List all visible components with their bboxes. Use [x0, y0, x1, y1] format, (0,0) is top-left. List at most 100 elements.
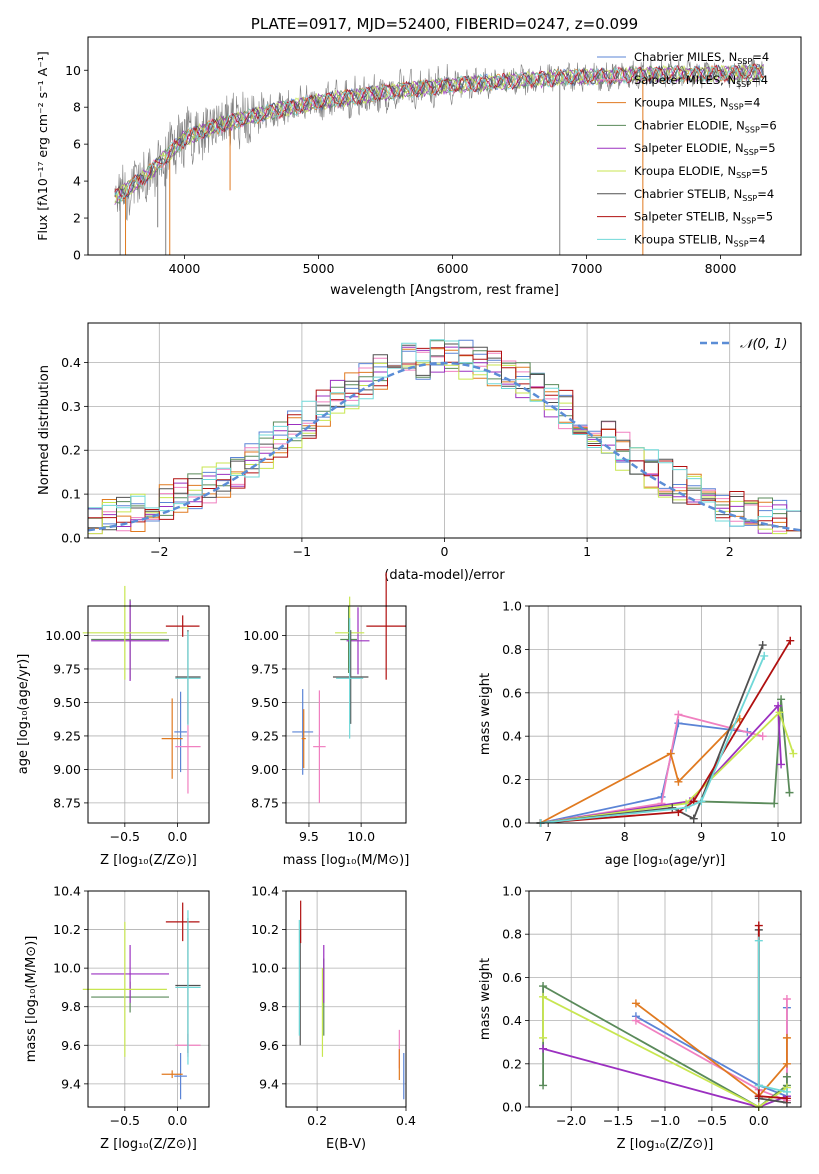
age-mass-xlabel: mass [log₁₀(M/M⊙)] [283, 853, 410, 868]
x-tick-label: −0.5 [110, 1113, 140, 1128]
weight-point-chabrier-elodie [777, 695, 786, 704]
x-tick-label: 0.2 [307, 1113, 327, 1128]
weight-point-kroupa-stelib [760, 651, 769, 660]
model-spectrum-chabrier-elodie [114, 64, 764, 205]
errorbar-salpeter-elodie [91, 600, 170, 682]
mass-ebv-axes-frame [285, 890, 407, 1108]
y-tick-label: 0.0 [502, 1100, 522, 1115]
y-tick-label: 9.25 [251, 728, 279, 743]
model-spectrum-kroupa-stelib [114, 64, 764, 203]
weight-line-kroupa-miles [635, 1002, 788, 1098]
y-tick-label: 10.0 [53, 961, 81, 976]
age-vs-mass-plot: 9.5 10.0 8.75 9.00 9.25 9.50 9.75 10.00 mass [l… [243, 572, 410, 868]
mass-z-axes-frame [87, 890, 210, 1108]
legend-label-chabrier-miles: Chabrier MILES, NSSP=4 [634, 50, 769, 66]
x-tick-label: 10.0 [347, 829, 375, 844]
normal-legend-label: 𝒩(0, 1) [740, 337, 787, 352]
y-tick-label: 10.2 [251, 922, 279, 937]
y-tick-label: 6 [73, 137, 81, 152]
y-tick-label: 9.75 [251, 661, 279, 676]
errorbar-salpeter-miles [313, 690, 326, 803]
y-tick-label: 0 [73, 248, 81, 263]
y-tick-label: 0.1 [61, 487, 81, 502]
errorbar-kroupa-stelib [175, 631, 201, 726]
weight-z-xlabel: Z [log₁₀(Z/Z⊙)] [617, 1137, 714, 1152]
weight-point-salpeter-stelib [786, 636, 795, 645]
mass-z-ylabel: mass [log₁₀(M/M⊙)] [24, 936, 39, 1063]
errorbar-kroupa-elodie [82, 585, 167, 680]
model-spectrum-salpeter-stelib [114, 63, 764, 199]
weight-point-kroupa-elodie [539, 1033, 548, 1042]
weight-point-salpeter-elodie [777, 760, 786, 769]
x-tick-label: 8 [621, 829, 629, 844]
weight-point-salpeter-miles [631, 1016, 640, 1025]
x-tick-label: −2.0 [556, 1113, 586, 1128]
y-tick-label: 10.4 [251, 884, 279, 899]
model-spectrum-kroupa-elodie [114, 63, 764, 204]
weight-point-salpeter-stelib [754, 921, 763, 930]
x-tick-label: −0.5 [697, 1113, 727, 1128]
residual-hist-salpeter-stelib [88, 347, 801, 532]
y-tick-label: 10.0 [251, 961, 279, 976]
weight-line-kroupa-miles [540, 718, 741, 824]
y-tick-label: 9.8 [259, 999, 279, 1014]
y-tick-label: 0.6 [502, 685, 522, 700]
x-tick-label: −1.5 [603, 1113, 633, 1128]
spectrum-ylabel: Flux [fλ10⁻¹⁷ erg cm⁻² s⁻¹ A⁻¹] [35, 51, 50, 240]
age-vs-metallicity-plot: −0.5 0.0 8.75 9.00 9.25 9.50 9.75 10.00 Z [log₁… [16, 585, 210, 868]
legend-label-salpeter-stelib: Salpeter STELIB, NSSP=5 [634, 210, 773, 226]
legend-label-salpeter-elodie: Salpeter ELODIE, NSSP=5 [634, 141, 776, 157]
y-tick-label: 0.2 [502, 772, 522, 787]
mass-vs-metallicity-plot: −0.5 0.0 9.4 9.6 9.8 10.0 10.2 10.4 Z [log₁₀(Z/… [24, 884, 210, 1152]
y-tick-label: 9.8 [61, 999, 81, 1014]
residual-histogram: −2 −1 0 1 2 0.0 0.1 0.2 0.3 0.4 (data-model)/erro… [37, 322, 802, 583]
weight-point-kroupa-stelib [782, 1087, 791, 1096]
y-tick-label: 0.0 [502, 816, 522, 831]
y-tick-label: 2 [73, 211, 81, 226]
y-tick-label: 9.6 [259, 1038, 279, 1053]
legend-label-kroupa-elodie: Kroupa ELODIE, NSSP=5 [634, 164, 768, 180]
x-tick-label: 5000 [303, 261, 335, 276]
weight-point-kroupa-miles [782, 1059, 791, 1068]
errorbar-chabrier-elodie [340, 606, 357, 673]
x-tick-label: −0.5 [110, 829, 140, 844]
y-tick-label: 0.8 [502, 642, 522, 657]
y-tick-label: 1.0 [502, 884, 522, 899]
weight-age-xlabel: age [log₁₀(age/yr)] [605, 853, 726, 868]
y-tick-label: 0.4 [502, 729, 522, 744]
y-tick-label: 8.75 [53, 795, 81, 810]
age-mass-axes-frame [285, 605, 407, 824]
weight-point-chabrier-elodie [539, 1081, 548, 1090]
y-tick-label: 8.75 [251, 795, 279, 810]
age-z-xlabel: Z [log₁₀(Z/Z⊙)] [100, 853, 197, 868]
errorbar-salpeter-elodie [91, 945, 170, 1003]
y-tick-label: 8 [73, 100, 81, 115]
y-tick-label: 9.25 [53, 728, 81, 743]
age-z-axes-frame [87, 605, 210, 824]
y-tick-label: 9.00 [53, 762, 81, 777]
weight-point-salpeter-miles [674, 710, 683, 719]
mass-vs-extinction-plot: 0.2 0.4 9.4 9.6 9.8 10.0 10.2 10.4 E(B-V) [251, 884, 416, 1153]
errorbar-chabrier-stelib [332, 630, 369, 724]
errorbar-salpeter-stelib [165, 902, 200, 942]
y-tick-label: 10.4 [53, 884, 81, 899]
weight-point-kroupa-stelib [754, 936, 763, 945]
weight-point-salpeter-miles [758, 732, 767, 741]
errorbar-kroupa-miles [301, 709, 306, 769]
legend-label-salpeter-miles: Salpeter MILES, NSSP=4 [634, 73, 768, 89]
x-tick-label: 7000 [571, 261, 603, 276]
weight-point-kroupa-miles [666, 749, 675, 758]
model-spectrum-chabrier-stelib [114, 63, 764, 198]
y-tick-label: 0.0 [61, 531, 81, 546]
weight-point-kroupa-miles [674, 777, 683, 786]
errorbar-salpeter-stelib [366, 572, 406, 680]
weight-vs-age-plot: 7 8 9 10 0.0 0.2 0.4 0.6 0.8 1.0 age [log₁₀(age/y… [478, 599, 802, 868]
x-tick-label: 0.0 [167, 829, 187, 844]
x-tick-label: 0.0 [749, 1113, 769, 1128]
errorbar-kroupa-elodie [82, 921, 167, 1057]
legend-label-chabrier-elodie: Chabrier ELODIE, NSSP=6 [634, 118, 777, 134]
y-tick-label: 1.0 [502, 599, 522, 614]
y-tick-label: 10.2 [53, 922, 81, 937]
weight-point-kroupa-elodie [539, 992, 548, 1001]
weight-point-chabrier-stelib [758, 641, 767, 650]
